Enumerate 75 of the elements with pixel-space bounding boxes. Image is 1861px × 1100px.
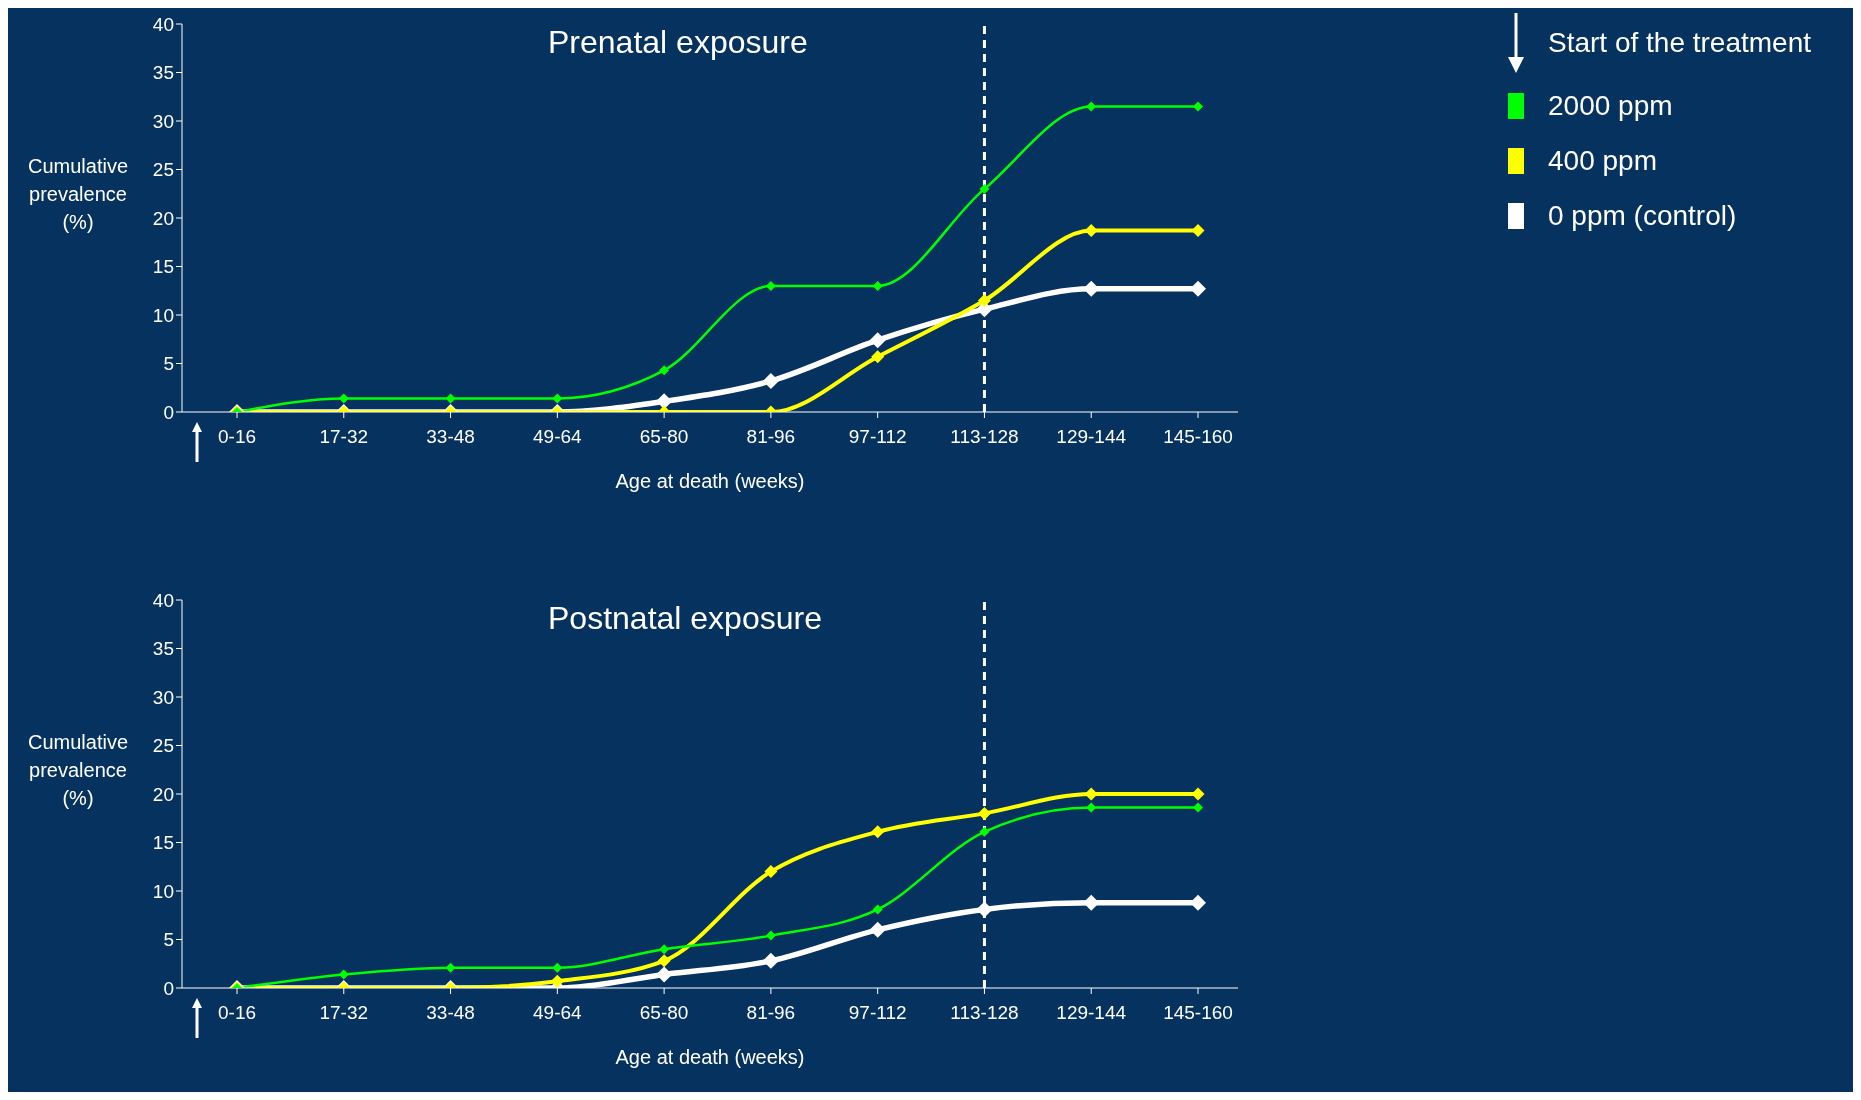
x-tick-label: 33-48	[426, 426, 475, 448]
legend-label: 2000 ppm	[1548, 89, 1673, 122]
point	[979, 826, 990, 837]
y-tick-label: 40	[152, 589, 174, 611]
x-tick-label: 97-112	[848, 1002, 907, 1024]
y-tick-label: 10	[152, 304, 174, 326]
x-tick-label: 49-64	[533, 1002, 583, 1024]
point	[871, 825, 885, 839]
x-tick-label: 17-32	[319, 426, 369, 448]
point	[657, 954, 671, 968]
x-tick-label: 17-32	[319, 1002, 369, 1024]
point	[1190, 280, 1206, 297]
x-axis-title: Age at death (weeks)	[615, 1046, 805, 1068]
text: Start of the treatment	[1548, 27, 1812, 59]
point	[872, 280, 883, 291]
x-tick-label: 113-128	[950, 1002, 1019, 1024]
x-tick-label: 97-112	[848, 426, 907, 448]
point	[656, 966, 673, 983]
y-tick-label: 0	[163, 401, 174, 423]
point	[1086, 802, 1097, 813]
point	[445, 962, 456, 973]
y-tick-label: 35	[152, 62, 174, 84]
x-tick-label: 33-48	[426, 1002, 475, 1024]
x-tick-label: 65-80	[639, 426, 689, 448]
y-tick-label: 5	[163, 929, 174, 951]
y-tick-label: 25	[152, 159, 174, 181]
y-tick-label: 5	[163, 353, 174, 375]
x-tick-label: 113-128	[950, 426, 1019, 448]
y-tick-label: 15	[152, 832, 174, 854]
x-tick-label: 145-160	[1163, 426, 1233, 448]
y-tick-label: 20	[152, 783, 174, 805]
x-tick-label: 129-144	[1056, 1002, 1127, 1024]
x-tick-label: 129-144	[1056, 426, 1127, 448]
point	[552, 962, 563, 973]
y-tick-label: 25	[152, 735, 174, 757]
chart-title: Prenatal exposure	[548, 24, 808, 61]
y-tick-label: 10	[152, 880, 174, 902]
point	[550, 974, 564, 988]
point	[1191, 787, 1205, 801]
x-tick-label: 0-16	[217, 1002, 257, 1024]
y-tick-label: 0	[163, 977, 174, 999]
y-tick-label: 30	[152, 686, 174, 708]
point	[1084, 787, 1098, 801]
point	[976, 901, 993, 918]
x-tick-label: 0-16	[217, 426, 257, 448]
point	[659, 944, 670, 955]
x-tick-label: 81-96	[746, 426, 796, 448]
y-tick-label: 30	[152, 110, 174, 132]
y-axis-title: Cumulative prevalence (%)	[26, 154, 129, 235]
point	[764, 865, 778, 879]
y-tick-label: 15	[152, 256, 174, 278]
point	[979, 183, 990, 194]
x-tick-label: 49-64	[533, 426, 583, 448]
point	[765, 930, 776, 941]
y-tick-label: 20	[152, 207, 174, 229]
y-axis-title: Cumulative prevalence (%)	[26, 730, 129, 811]
point	[1190, 894, 1206, 911]
point	[762, 952, 779, 969]
x-axis-title: Age at death (weeks)	[615, 470, 805, 492]
y-tick-label: 35	[152, 638, 174, 660]
chart-title: Postnatal exposure	[548, 600, 822, 637]
legend-label: 400 ppm	[1548, 144, 1657, 177]
x-tick-label: 65-80	[639, 1002, 689, 1024]
point	[869, 921, 886, 938]
point	[977, 293, 991, 307]
point	[1191, 224, 1205, 238]
point	[1193, 802, 1203, 813]
y-tick-label: 40	[152, 13, 174, 35]
x-tick-label: 145-160	[1163, 1002, 1233, 1024]
point	[1084, 224, 1098, 238]
x-tick-label: 81-96	[746, 1002, 796, 1024]
point	[872, 904, 883, 915]
point	[338, 969, 349, 980]
point	[977, 806, 991, 820]
legend-label: 0 ppm (control)	[1548, 199, 1737, 232]
